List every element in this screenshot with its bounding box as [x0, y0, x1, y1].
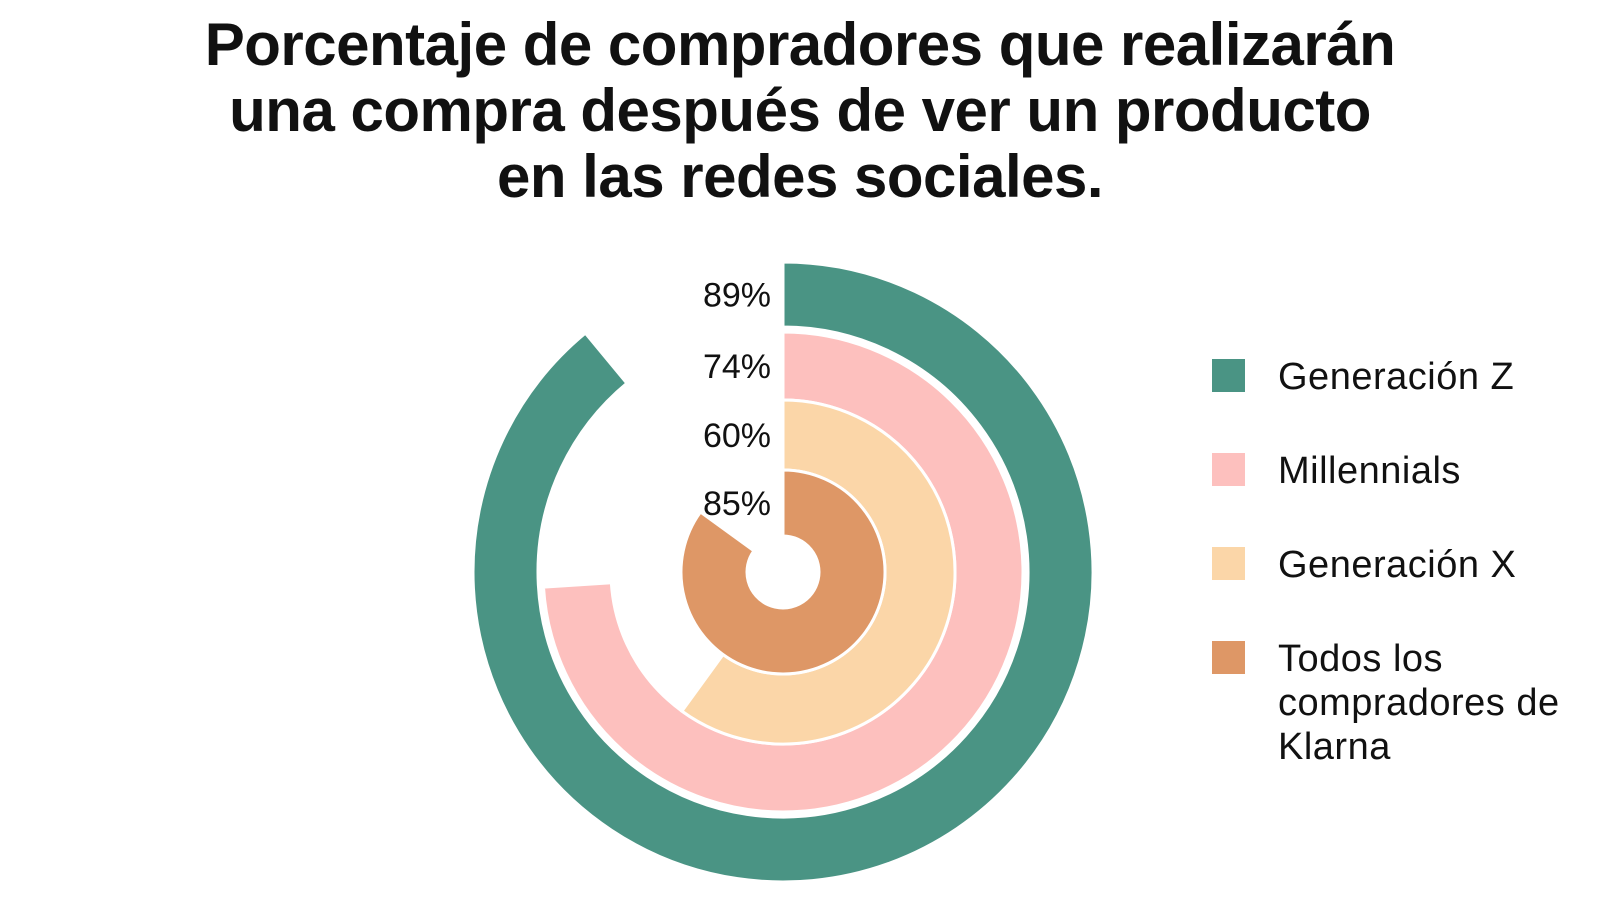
radial-bar-all-shoppers	[679, 468, 887, 676]
legend-label-gen-z: Generación Z	[1278, 356, 1515, 398]
legend-item-millennials: Millennials	[1212, 449, 1592, 493]
legend-swatch-gen-x	[1212, 547, 1245, 580]
legend-item-all-shoppers: Todos los compradores de Klarna	[1212, 637, 1592, 769]
legend-swatch-all-shoppers	[1212, 641, 1245, 674]
chart-title-line-1: Porcentaje de compradores que realizarán	[204, 11, 1396, 78]
legend-label-all-shoppers: Todos los compradores de Klarna	[1278, 638, 1560, 768]
legend-item-gen-x: Generación X	[1212, 543, 1592, 587]
value-label-gen-x: 60%	[703, 417, 771, 455]
chart-title-line-3: en las redes sociales.	[496, 143, 1104, 210]
value-label-gen-z: 89%	[703, 277, 771, 315]
legend-item-gen-z: Generación Z	[1212, 355, 1592, 399]
legend-label-millennials: Millennials	[1278, 450, 1461, 492]
legend: Generación Z Millennials Generación X To…	[1212, 355, 1592, 819]
legend-swatch-millennials	[1212, 453, 1245, 486]
chart-title: Porcentaje de compradores que realizarán…	[0, 12, 1600, 210]
radial-bar-gen-z	[471, 260, 1095, 884]
legend-label-gen-x: Generación X	[1278, 544, 1517, 586]
value-label-millennials: 74%	[703, 348, 771, 386]
chart-title-line-2: una compra después de ver un producto	[229, 77, 1371, 144]
legend-swatch-gen-z	[1212, 359, 1245, 392]
value-label-all-shoppers: 85%	[703, 485, 771, 523]
